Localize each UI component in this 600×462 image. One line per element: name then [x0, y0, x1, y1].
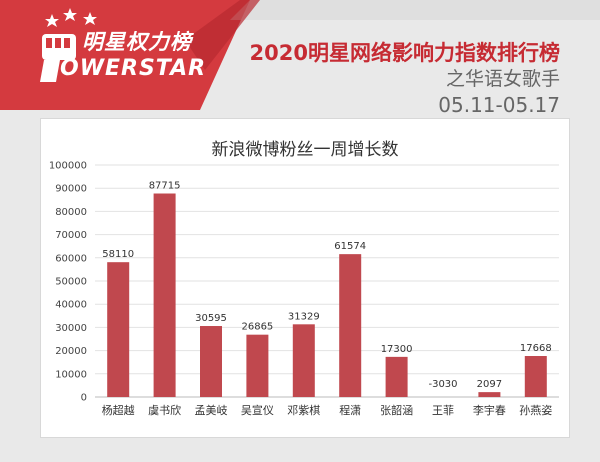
y-tick-label: 30000: [55, 323, 87, 334]
x-tick-label: 虞书欣: [148, 403, 181, 417]
bar: [246, 334, 269, 397]
bar: [385, 356, 408, 397]
bar: [524, 356, 547, 397]
y-tick-label: 60000: [55, 253, 87, 264]
chart-card: 新浪微博粉丝一周增长数 0 10000 20000 30000 40000 50000 60…: [40, 118, 570, 438]
y-tick-label: 80000: [55, 207, 87, 218]
y-tick-label: 90000: [55, 184, 87, 195]
data-label: 2097: [477, 379, 502, 390]
data-label: 30595: [195, 313, 227, 324]
star-icon: [63, 8, 77, 21]
data-label: -3030: [428, 379, 457, 390]
logo-text-en: OWERSTAR: [60, 56, 207, 81]
bar: [153, 193, 176, 397]
data-label: 87715: [149, 181, 181, 192]
chart-title: 新浪微博粉丝一周增长数: [211, 140, 399, 160]
y-tick-label: 20000: [55, 346, 87, 357]
headline: 2020明星网络影响力指数排行榜 之华语女歌手 05.11-05.17: [250, 40, 560, 118]
x-tick-label: 邓紫棋: [287, 403, 320, 417]
y-tick-label: 100000: [49, 161, 87, 172]
data-label: 31329: [288, 311, 320, 322]
x-tick-label: 孙燕姿: [519, 404, 552, 417]
date-range: 05.11-05.17: [438, 93, 560, 117]
bar: [292, 324, 315, 397]
bar: [200, 326, 222, 397]
star-icon: [83, 12, 97, 25]
y-tick-label: 50000: [55, 277, 87, 288]
x-tick-label: 程潇: [339, 404, 361, 417]
data-label: 26865: [241, 322, 273, 333]
bar: [107, 262, 130, 397]
x-tick-label: 孟美岐: [195, 404, 228, 417]
data-label: 17668: [520, 343, 552, 354]
bar-chart: 0 10000 20000 30000 40000 50000 60000 70000 8000…: [49, 161, 559, 417]
y-tick-label: 0: [81, 393, 87, 404]
x-tick-label: 吴宣仪: [241, 403, 274, 417]
data-label: 58110: [102, 249, 134, 260]
x-tick-label: 李宇春: [473, 403, 506, 417]
logo-text-cn: 明星权力榜: [82, 30, 192, 54]
y-tick-label: 40000: [55, 300, 87, 311]
page-subtitle: 之华语女歌手: [445, 68, 560, 90]
y-tick-label: 70000: [55, 230, 87, 241]
page-title: 2020明星网络影响力指数排行榜: [249, 41, 560, 65]
star-icon: [45, 14, 59, 27]
powerstar-logo: 明星权力榜 OWERSTAR: [0, 0, 230, 110]
bar: [339, 254, 362, 397]
bar: [478, 392, 501, 397]
x-tick-label: 王菲: [432, 404, 454, 417]
data-label: 17300: [381, 344, 413, 355]
x-tick-label: 杨超越: [102, 403, 135, 417]
data-label: 61574: [334, 241, 366, 252]
x-tick-label: 张韶涵: [380, 403, 413, 417]
y-tick-label: 10000: [55, 369, 87, 380]
